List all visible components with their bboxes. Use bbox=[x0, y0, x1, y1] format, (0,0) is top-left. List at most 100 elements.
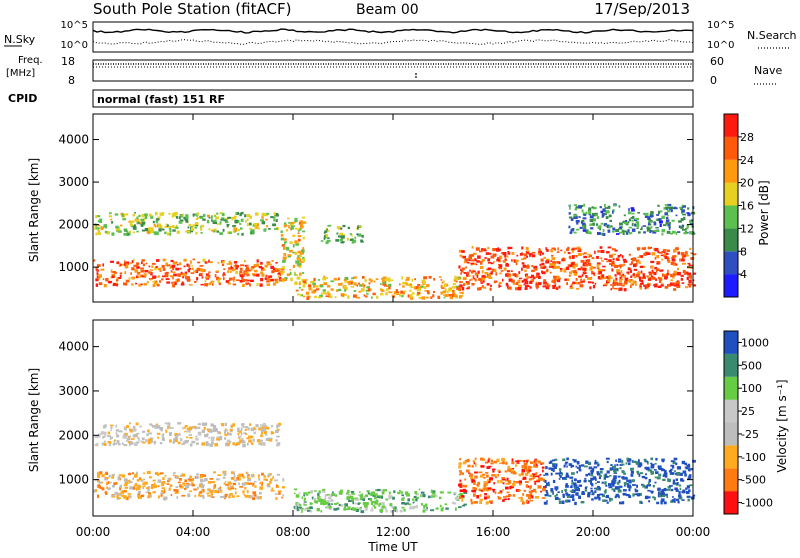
velocity-cell-3 bbox=[532, 476, 535, 479]
power-cell-6 bbox=[681, 204, 684, 207]
velocity-cell-0 bbox=[269, 478, 273, 481]
velocity-cell-1 bbox=[133, 442, 138, 446]
power-cell-0 bbox=[194, 280, 197, 283]
power-cell-3 bbox=[306, 296, 310, 300]
power-cell-1 bbox=[164, 231, 167, 235]
power-cell-5 bbox=[575, 281, 579, 285]
velocity-cell-4 bbox=[574, 487, 577, 490]
velocity-cell-2 bbox=[298, 492, 301, 494]
power-cell-5 bbox=[672, 273, 676, 277]
power-cell-6 bbox=[681, 209, 685, 213]
velocity-cell-4 bbox=[561, 500, 565, 504]
power-cell-0 bbox=[172, 267, 175, 270]
power-cell-6 bbox=[648, 222, 650, 226]
power-cell-5 bbox=[531, 251, 536, 254]
velocity-cell-1 bbox=[161, 437, 165, 441]
power-cell-6 bbox=[573, 204, 578, 206]
velocity-cell-2 bbox=[331, 503, 333, 505]
power-cell-3 bbox=[393, 296, 395, 298]
velocity-cell-0 bbox=[254, 485, 257, 488]
power-cell-1 bbox=[261, 212, 266, 217]
velocity-cell-2 bbox=[431, 495, 435, 498]
power-cell-0 bbox=[250, 267, 253, 271]
velocity-cell-4 bbox=[591, 468, 595, 471]
velocity-cell-0 bbox=[148, 493, 152, 496]
power-cell-5 bbox=[577, 249, 582, 252]
velocity-cell-0 bbox=[202, 474, 207, 477]
power-cell-3 bbox=[458, 277, 461, 280]
velocity-cell-1 bbox=[176, 434, 179, 437]
velocity-cell-1 bbox=[167, 424, 170, 426]
velocity-cell-0 bbox=[228, 496, 231, 499]
power-cell-6 bbox=[590, 227, 594, 230]
velocity-cell-4 bbox=[584, 465, 588, 468]
velocity-cell-4 bbox=[578, 464, 581, 469]
power-cell-0 bbox=[152, 280, 156, 283]
velocity-colorbar-tick-label: 100 bbox=[741, 382, 762, 395]
power-cell-0 bbox=[149, 269, 154, 271]
velocity-cell-0 bbox=[244, 487, 247, 490]
power-cell-5 bbox=[640, 270, 643, 274]
velocity-cell-4 bbox=[647, 484, 651, 487]
velocity-cell-4 bbox=[554, 465, 557, 469]
noise-left-tick-top: 10^5 bbox=[61, 20, 88, 31]
velocity-cell-4 bbox=[621, 459, 624, 463]
velocity-cell-4 bbox=[554, 486, 559, 490]
velocity-cell-1 bbox=[123, 435, 127, 439]
velocity-cell-4 bbox=[551, 459, 556, 462]
x-tick-label: 16:00 bbox=[476, 525, 511, 539]
colorbar-segment bbox=[724, 399, 738, 423]
power-cell-5 bbox=[677, 271, 681, 276]
velocity-cell-0 bbox=[223, 471, 226, 475]
velocity-cell-4 bbox=[585, 460, 589, 464]
power-cell-5 bbox=[507, 273, 512, 276]
power-cell-0 bbox=[181, 281, 184, 285]
power-cell-3 bbox=[411, 278, 414, 282]
velocity-cell-3 bbox=[491, 474, 495, 477]
velocity-cell-1 bbox=[159, 442, 163, 445]
velocity-cell-3 bbox=[515, 481, 519, 484]
velocity-cell-1 bbox=[276, 443, 280, 447]
power-cell-6 bbox=[585, 211, 588, 215]
power-cell-3 bbox=[360, 288, 365, 292]
velocity-cell-0 bbox=[124, 487, 129, 489]
velocity-cell-1 bbox=[201, 429, 205, 433]
power-cell-5 bbox=[511, 279, 515, 283]
velocity-cell-4 bbox=[599, 468, 604, 471]
power-cell-5 bbox=[464, 258, 469, 262]
velocity-cell-4 bbox=[632, 484, 636, 486]
velocity-cell-3 bbox=[509, 468, 511, 473]
power-cell-5 bbox=[672, 262, 677, 265]
velocity-cell-0 bbox=[129, 486, 133, 490]
velocity-cell-0 bbox=[173, 489, 177, 492]
y-tick-label: 3000 bbox=[58, 384, 89, 398]
velocity-cell-1 bbox=[185, 430, 189, 433]
power-cell-0 bbox=[230, 267, 234, 269]
velocity-cell-2 bbox=[324, 499, 327, 504]
power-cell-5 bbox=[566, 282, 568, 286]
power-cell-5 bbox=[468, 256, 473, 259]
velocity-cell-4 bbox=[571, 479, 574, 483]
power-cell-0 bbox=[229, 262, 233, 265]
power-cell-1 bbox=[250, 229, 254, 232]
velocity-cell-2 bbox=[301, 496, 304, 500]
power-cell-0 bbox=[239, 270, 243, 274]
velocity-cell-1 bbox=[246, 437, 250, 440]
power-cell-5 bbox=[479, 287, 482, 291]
velocity-cell-2 bbox=[357, 494, 361, 496]
power-cell-2 bbox=[289, 269, 291, 271]
velocity-cell-4 bbox=[554, 494, 557, 498]
velocity-cell-3 bbox=[484, 484, 488, 486]
power-cell-5 bbox=[628, 253, 631, 256]
power-cell-1 bbox=[185, 230, 189, 233]
power-cell-1 bbox=[268, 228, 271, 230]
velocity-cell-4 bbox=[636, 462, 640, 466]
power-cell-2 bbox=[283, 258, 287, 262]
power-cell-6 bbox=[581, 209, 584, 213]
power-cell-5 bbox=[543, 256, 546, 259]
velocity-cell-0 bbox=[106, 486, 108, 489]
power-cell-3 bbox=[309, 281, 313, 284]
freq-outlier-point bbox=[415, 73, 417, 75]
power-cell-0 bbox=[279, 273, 281, 276]
